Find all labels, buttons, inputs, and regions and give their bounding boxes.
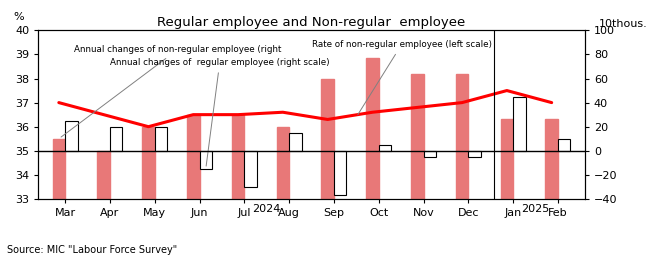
Bar <box>110 127 123 151</box>
Text: Source: MIC "Labour Force Survey": Source: MIC "Labour Force Survey" <box>7 245 177 255</box>
Bar <box>187 115 199 199</box>
Bar <box>456 74 469 199</box>
Bar <box>545 120 558 199</box>
Bar <box>277 127 289 199</box>
Title: Regular employee and Non-regular  employee: Regular employee and Non-regular employe… <box>157 16 466 29</box>
Bar <box>334 151 346 195</box>
Y-axis label: 10thous.: 10thous. <box>599 18 647 29</box>
Bar <box>53 139 65 199</box>
Bar <box>232 115 244 199</box>
Bar <box>500 120 513 199</box>
Text: 2025: 2025 <box>521 204 550 214</box>
Text: Rate of non-regular employee (left scale): Rate of non-regular employee (left scale… <box>312 40 492 115</box>
Bar <box>65 121 78 151</box>
Bar <box>513 97 525 151</box>
Bar <box>199 151 212 169</box>
Bar <box>142 127 154 199</box>
Bar <box>424 151 436 157</box>
Bar <box>98 151 110 199</box>
Text: Annual changes of non-regular employee (right: Annual changes of non-regular employee (… <box>61 45 281 137</box>
Text: 2024: 2024 <box>253 204 281 214</box>
Bar <box>469 151 481 157</box>
Bar <box>411 74 424 199</box>
Bar <box>558 139 570 151</box>
Text: Annual changes of  regular employee (right scale): Annual changes of regular employee (righ… <box>110 58 329 166</box>
Bar <box>244 151 257 187</box>
Y-axis label: %: % <box>14 12 24 22</box>
Bar <box>154 127 167 151</box>
Bar <box>366 58 379 199</box>
Bar <box>289 133 302 151</box>
Bar <box>321 79 334 199</box>
Bar <box>379 145 391 151</box>
